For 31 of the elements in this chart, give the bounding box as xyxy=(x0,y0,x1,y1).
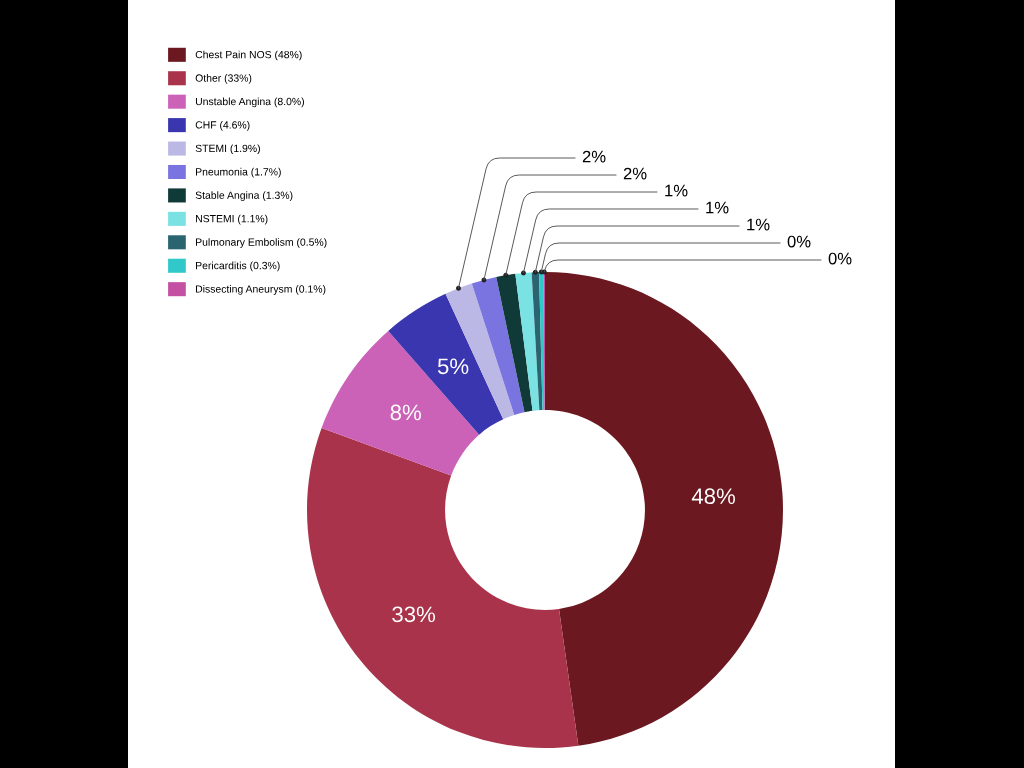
donut-slice xyxy=(307,428,579,748)
data-label: 48% xyxy=(691,488,736,505)
legend-label: Chest Pain NOS (48%) xyxy=(195,50,302,61)
data-label: 1% xyxy=(665,184,688,197)
legend-label: STEMI (1.9%) xyxy=(195,144,260,155)
donut-slice xyxy=(388,293,504,435)
donut-slice xyxy=(545,272,783,746)
data-label: 2% xyxy=(582,150,606,163)
legend-label: Pericarditis (0.3%) xyxy=(196,261,280,272)
data-label: 8% xyxy=(390,404,421,421)
legend-label: Dissecting Aneurysm (0.1%) xyxy=(196,285,326,295)
legend-label: Other (33%) xyxy=(195,74,252,84)
data-label: 5% xyxy=(437,358,469,375)
legend-label: NSTEMI (1.1%) xyxy=(196,214,268,225)
legend-label: Stable Angina (1.3%) xyxy=(195,191,293,201)
donut-slice xyxy=(531,272,543,411)
legend-label: Pulmonary Embolism (0.5%) xyxy=(196,238,327,248)
data-label: 0% xyxy=(828,252,852,265)
donut-slice xyxy=(539,272,545,411)
legend-label: Unstable Angina (8.0%) xyxy=(195,97,304,108)
donut-slice xyxy=(321,330,480,476)
legend-label: CHF (4.6%) xyxy=(195,120,250,131)
data-label: 33% xyxy=(392,606,436,623)
data-label: 2% xyxy=(623,167,647,180)
donut-slice xyxy=(515,272,540,411)
data-label: 1% xyxy=(747,218,770,231)
donut-slice xyxy=(496,273,533,413)
data-label: 0% xyxy=(787,235,811,248)
legend-label: Pneumonia (1.7%) xyxy=(196,167,281,178)
data-label: 1% xyxy=(706,201,729,214)
donut-slice xyxy=(471,277,525,415)
